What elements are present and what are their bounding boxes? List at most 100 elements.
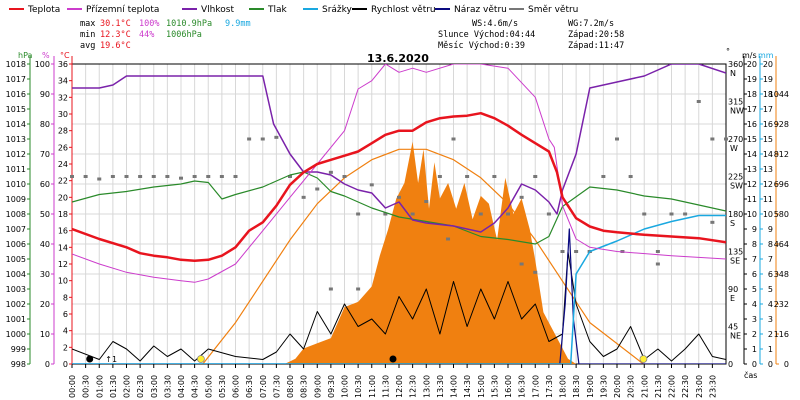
- wind_speed-tick-label: 9: [752, 225, 757, 234]
- x-tick-label: 16:00: [504, 375, 513, 398]
- wind_speed-tick-label: 2: [752, 330, 757, 339]
- wind_speed-unit: m/s: [742, 51, 757, 60]
- wind-dir-point: [97, 177, 102, 181]
- temperature-tick-label: 4: [63, 327, 68, 336]
- wind-dir-point: [260, 137, 265, 141]
- humidity-unit: %: [42, 51, 50, 60]
- wind-dir-compass: SE: [730, 257, 740, 266]
- pressure-tick-label: 1015: [6, 105, 26, 114]
- pressure-tick-label: 1005: [6, 255, 26, 264]
- wind_speed-tick-label: 6: [752, 270, 757, 279]
- wind-dir-point: [70, 175, 74, 178]
- pressure-tick-label: 1000: [6, 330, 26, 339]
- x-tick-label: 10:30: [354, 375, 363, 398]
- wind-dir-point: [179, 176, 183, 180]
- wind-dir-point: [315, 187, 320, 191]
- x-tick-label: 00:30: [82, 375, 91, 398]
- wind-dir-tick-label: 45: [728, 323, 738, 332]
- wind-dir-point: [328, 287, 333, 291]
- wind-wg: WG:7.2m/s: [568, 19, 614, 29]
- x-tick-label: 18:30: [572, 375, 581, 398]
- wind_speed-tick-label: 0: [752, 360, 757, 369]
- x-tick-label: 09:30: [327, 375, 336, 398]
- wind-dir-point: [83, 175, 88, 178]
- wind-dir-point: [533, 270, 538, 274]
- x-tick-label: 15:00: [477, 375, 486, 398]
- wind_speed-tick-label: 5: [752, 285, 757, 294]
- moon-marker-moonset: [389, 355, 397, 363]
- temperature-tick-label: 30: [58, 110, 68, 119]
- x-tick-label: 04:30: [191, 375, 200, 398]
- x-tick-label: 18:00: [559, 375, 568, 398]
- rain-tick-label: 15: [763, 135, 773, 144]
- temperature-tick-label: 24: [58, 160, 68, 169]
- wind-dir-point: [655, 250, 660, 253]
- legend-label-4: Srážky: [322, 5, 353, 15]
- pressure-tick-label: 1008: [6, 210, 26, 219]
- wind-dir-point: [219, 175, 224, 178]
- temperature-tick-label: 18: [58, 210, 68, 219]
- temperature-tick-label: 2: [63, 343, 68, 352]
- moon-set: Západ:11:47: [568, 41, 624, 51]
- solar-tick-label: 580: [774, 210, 789, 219]
- temperature-tick-label: 0: [63, 360, 68, 369]
- x-tick-label: 07:00: [259, 375, 268, 398]
- wind-dir-compass: NE: [730, 332, 741, 341]
- rain-tick-label: 4: [768, 300, 773, 309]
- solar-tick-label: 232: [774, 300, 789, 309]
- solar-tick-label: 348: [774, 270, 789, 279]
- temperature-unit: °C: [60, 51, 70, 60]
- stat-avg-temp: 19.6°C: [100, 41, 131, 51]
- pressure-tick-label: 999: [11, 345, 26, 354]
- wind-dir-point: [574, 250, 579, 253]
- wind_speed-tick-label: 18: [747, 90, 757, 99]
- wind-dir-point: [628, 175, 633, 178]
- wind-dir-point: [437, 175, 442, 178]
- stat-min-temp: 12.3°C: [100, 30, 131, 40]
- legend-label-6: Náraz větru: [454, 5, 507, 15]
- moon-marker-moonrise: [86, 355, 94, 363]
- x-tick-label: 02:30: [136, 375, 145, 398]
- x-tick-label: 23:00: [695, 375, 704, 398]
- wind-dir-point: [397, 195, 401, 199]
- wind-dir-compass: NW: [730, 107, 744, 116]
- wind_speed-tick-label: 15: [747, 135, 757, 144]
- wind-dir-point: [124, 175, 129, 178]
- series-teoreticky-svit: [202, 148, 644, 364]
- legend: Teplota Přízemní teplota Vlhkost Tlak Srážky…: [9, 5, 578, 15]
- series-teplota: [72, 111, 726, 262]
- temperature-tick-label: 6: [63, 310, 68, 319]
- rain-tick-label: 8: [768, 240, 773, 249]
- wind_speed-tick-label: 11: [747, 195, 757, 204]
- sun-set: Západ:20:58: [568, 30, 624, 40]
- stat-min-label: min: [80, 30, 95, 40]
- wind-dir-point: [356, 287, 361, 291]
- pressure-tick-label: 1001: [6, 315, 26, 324]
- humidity-tick-label: 70: [40, 150, 50, 159]
- x-tick-label: 22:00: [668, 375, 677, 398]
- wind-dir-compass: N: [730, 69, 736, 78]
- wind-dir-point: [642, 212, 647, 216]
- temperature-tick-label: 20: [58, 193, 68, 202]
- rain-tick-label: 19: [763, 75, 773, 84]
- wind-dir-point: [465, 175, 470, 178]
- wind-dir-compass: S: [730, 219, 735, 228]
- series-vlhkost: [72, 64, 726, 233]
- wind_speed-tick-label: 7: [752, 255, 757, 264]
- wind_speed-tick-label: 14: [747, 150, 757, 159]
- x-tick-label: 17:30: [545, 375, 554, 398]
- wind_speed-tick-label: 8: [752, 240, 757, 249]
- x-tick-label: 08:30: [300, 375, 309, 398]
- rain-unit: mm: [758, 51, 774, 60]
- x-tick-label: 12:30: [409, 375, 418, 398]
- x-tick-label: 03:30: [163, 375, 172, 398]
- x-tick-label: 02:00: [123, 375, 132, 398]
- x-tick-label: 12:00: [395, 375, 404, 398]
- wind-dir-point: [710, 137, 715, 141]
- rain-tick-label: 16: [763, 120, 773, 129]
- wind-dir-tick-label: 315: [728, 98, 743, 107]
- solar-tick-label: 464: [774, 240, 789, 249]
- x-tick-label: 23:30: [708, 375, 717, 398]
- wind-dir-point: [165, 175, 170, 178]
- humidity-tick-label: 90: [40, 90, 50, 99]
